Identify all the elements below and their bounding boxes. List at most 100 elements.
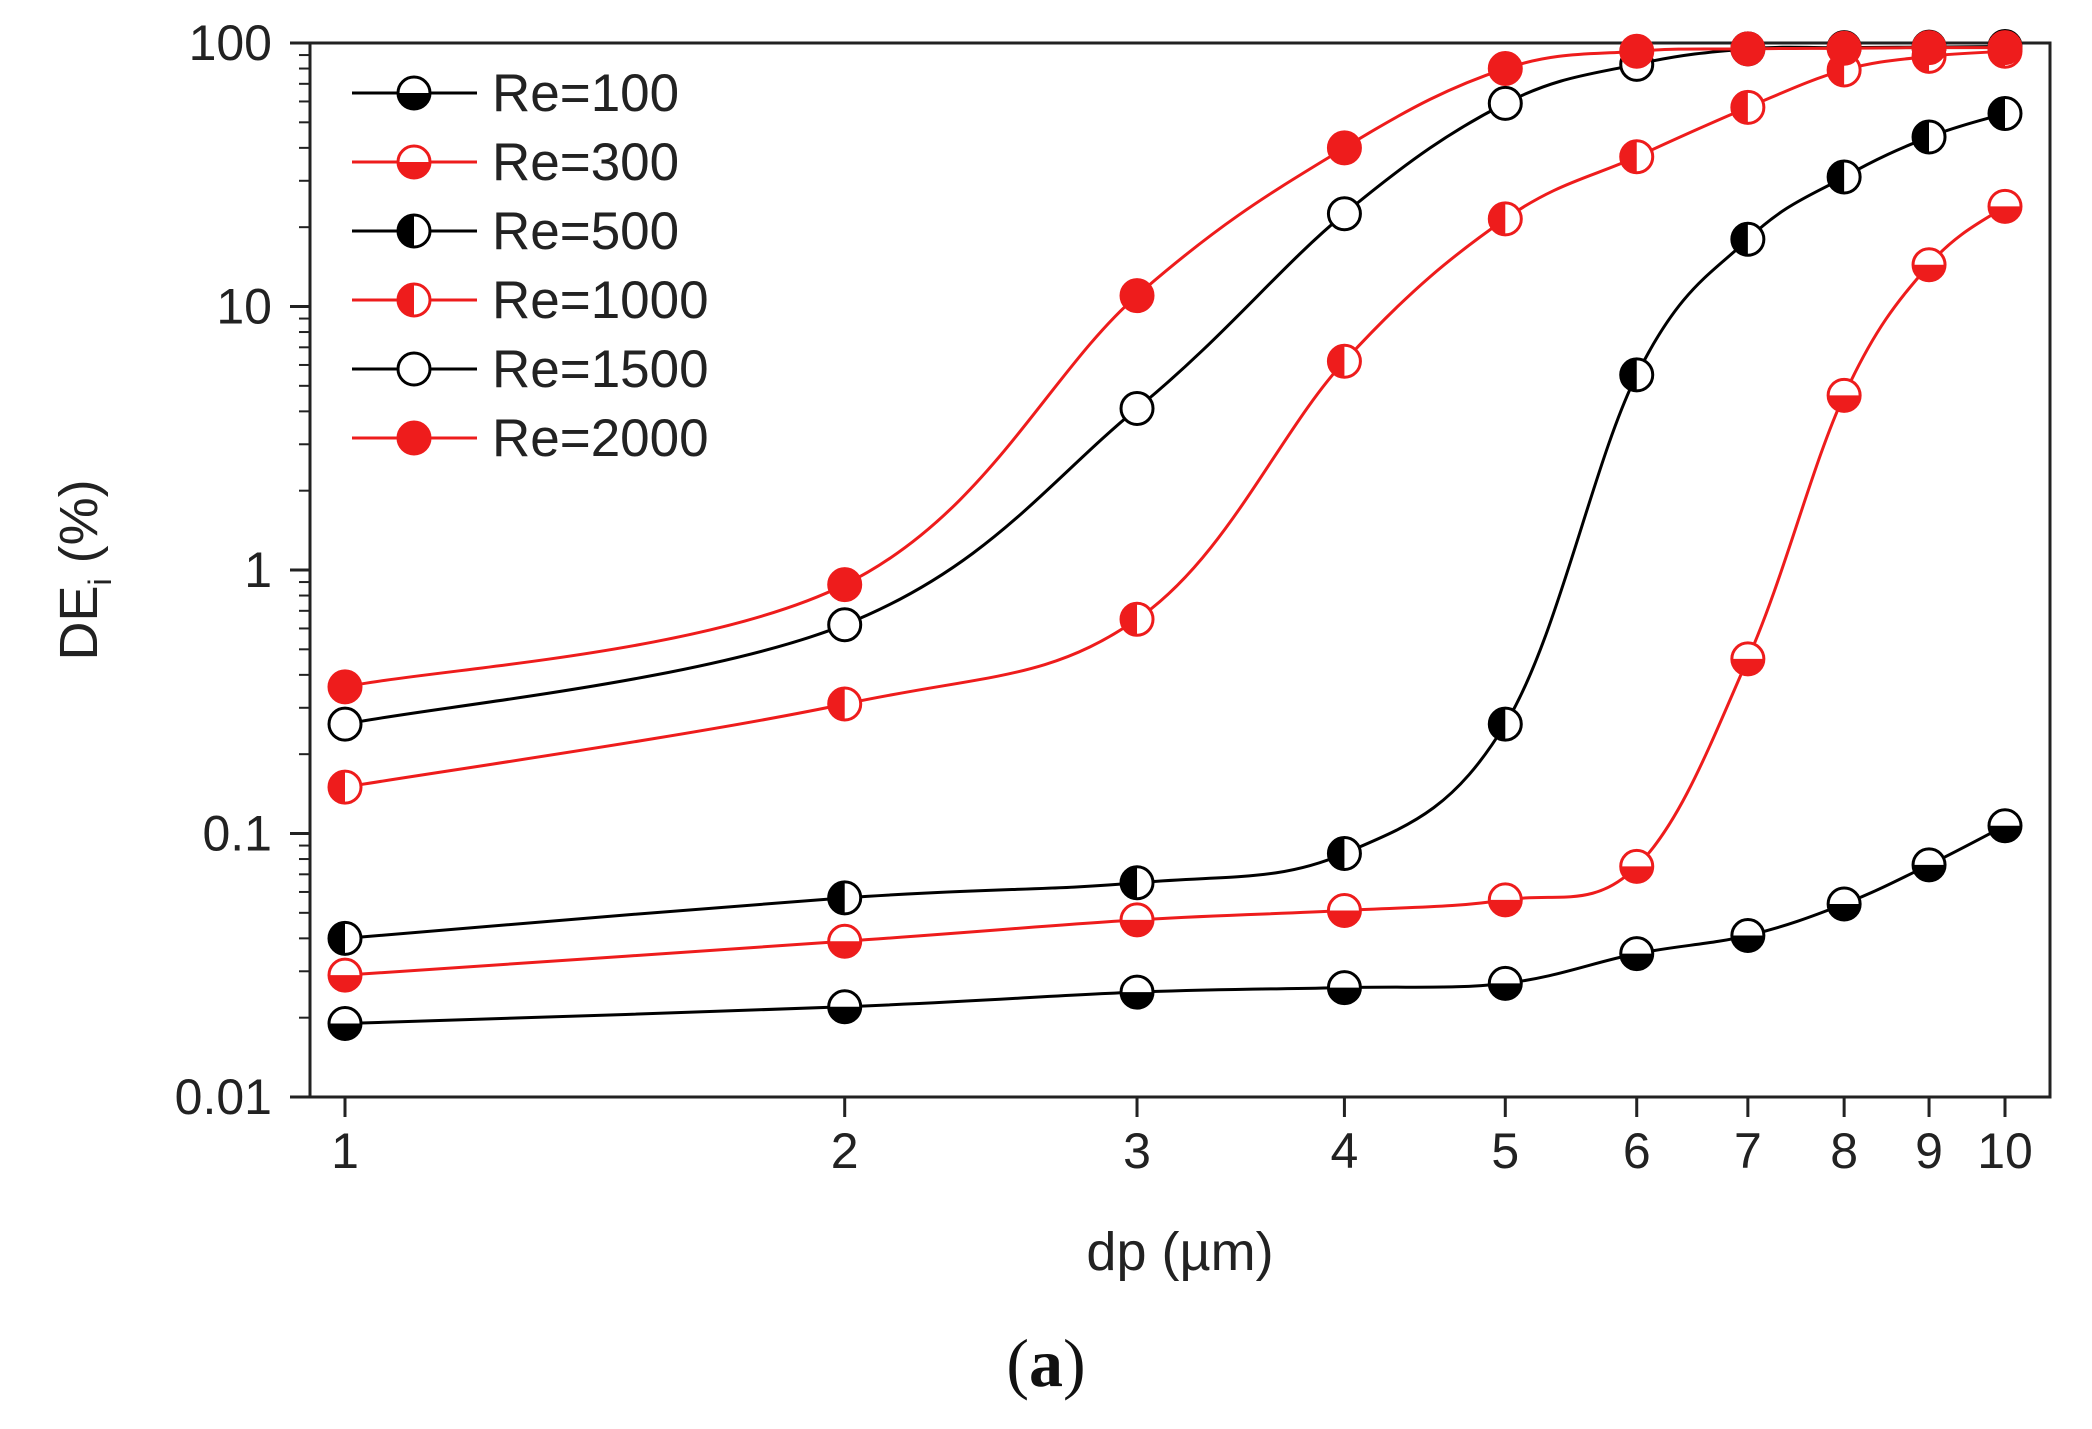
legend-label: Re=2000: [492, 409, 709, 468]
point-re-300-x8: [1826, 377, 1862, 413]
point-re-1000-x6: [1619, 139, 1655, 175]
series-re-2000: [327, 30, 2023, 705]
point-re-300-x5: [1487, 882, 1523, 918]
point-re-1000-x7: [1730, 89, 1766, 125]
point-re-2000-x7: [1730, 31, 1766, 67]
point-re-500-x1: [327, 920, 363, 956]
point-re-100-x1: [327, 1006, 363, 1042]
panel-label-open: (: [1006, 1325, 1029, 1401]
point-re-500-x5: [1487, 706, 1523, 742]
legend-label: Re=500: [492, 202, 679, 261]
x-tick-label-5: 5: [1491, 1123, 1519, 1179]
point-re-100-x7: [1730, 918, 1766, 954]
x-tick-labels: 1 2 3 4 5 6 7 8 9 10: [331, 1123, 2033, 1179]
series-re-100: [327, 808, 2023, 1042]
point-re-1000-x2: [827, 686, 863, 722]
x-tick-label-2: 2: [831, 1123, 859, 1179]
point-re-1000-x1: [327, 769, 363, 805]
x-axis-title: dp (µm): [1086, 1222, 1273, 1282]
point-re-2000-x5: [1487, 51, 1523, 87]
panel-label-letter: a: [1029, 1325, 1063, 1401]
point-re-100-x10: [1987, 808, 2023, 844]
point-re-2000-x4: [1326, 130, 1362, 166]
point-re-100-x6: [1619, 936, 1655, 972]
x-tick-label-7: 7: [1734, 1123, 1762, 1179]
point-re-500-x8: [1826, 159, 1862, 195]
point-re-100-x8: [1826, 886, 1862, 922]
point-re-1000-x3: [1119, 601, 1155, 637]
point-re-1500-x4: [1326, 196, 1362, 232]
y-tick-label-1: 1: [244, 542, 272, 598]
x-tick-label-1: 1: [331, 1123, 359, 1179]
legend-entry-re-100: Re=100: [352, 64, 679, 123]
legend-label: Re=1000: [492, 271, 709, 330]
legend-entry-re-1500: Re=1500: [352, 340, 709, 399]
point-re-1000-x4: [1326, 343, 1362, 379]
point-re-500-x10: [1987, 96, 2023, 132]
legend-entry-re-1000: Re=1000: [352, 271, 709, 330]
point-re-1500-x2: [827, 607, 863, 643]
x-tick-label-6: 6: [1623, 1123, 1651, 1179]
legend-entry-re-500: Re=500: [352, 202, 679, 261]
y-tick-label-10: 10: [216, 279, 272, 335]
y-tick-label-0.01: 0.01: [175, 1069, 272, 1125]
point-re-100-x2: [827, 989, 863, 1025]
axis-ticks: [290, 41, 2007, 1117]
point-re-300-x2: [827, 923, 863, 959]
legend-marker: [396, 420, 432, 456]
point-re-300-x3: [1119, 902, 1155, 938]
y-axis-title-subscript: i: [82, 578, 118, 585]
point-re-500-x4: [1326, 835, 1362, 871]
point-re-1500-x3: [1119, 391, 1155, 427]
point-re-300-x6: [1619, 848, 1655, 884]
series-layer: [327, 28, 2023, 1042]
point-re-2000-x1: [327, 669, 363, 705]
point-re-2000-x6: [1619, 33, 1655, 69]
point-re-2000-x8: [1826, 30, 1862, 66]
point-re-300-x1: [327, 957, 363, 993]
point-re-2000-x10: [1987, 30, 2023, 66]
point-re-300-x10: [1987, 188, 2023, 224]
point-re-500-x2: [827, 880, 863, 916]
point-re-100-x3: [1119, 974, 1155, 1010]
point-re-500-x6: [1619, 357, 1655, 393]
legend-entry-re-300: Re=300: [352, 133, 679, 192]
x-tick-label-4: 4: [1331, 1123, 1359, 1179]
point-re-2000-x2: [827, 567, 863, 603]
legend-marker: [396, 351, 432, 387]
point-re-300-x7: [1730, 641, 1766, 677]
legend-marker: [396, 213, 432, 249]
point-re-500-x3: [1119, 865, 1155, 901]
series-re-1000: [327, 33, 2023, 805]
legend-marker: [396, 75, 432, 111]
y-tick-label-100: 100: [189, 15, 272, 71]
x-tick-label-8: 8: [1830, 1123, 1858, 1179]
x-tick-label-10: 10: [1977, 1123, 2033, 1179]
y-tick-labels: 0.01 0.1 1 10 100: [175, 15, 272, 1125]
legend: Re=100 Re=300 Re=500 Re=1000 Re=1500 Re=2000: [352, 64, 709, 468]
y-axis-title: DEi (%): [49, 479, 118, 660]
point-re-300-x9: [1911, 247, 1947, 283]
x-tick-label-3: 3: [1123, 1123, 1151, 1179]
panel-label-close: ): [1063, 1325, 1086, 1401]
series-re-500: [327, 96, 2023, 956]
legend-label: Re=1500: [492, 340, 709, 399]
point-re-100-x9: [1911, 847, 1947, 883]
series-re-300: [327, 188, 2023, 993]
legend-label: Re=100: [492, 64, 679, 123]
x-tick-label-9: 9: [1915, 1123, 1943, 1179]
point-re-300-x4: [1326, 893, 1362, 929]
point-re-500-x7: [1730, 221, 1766, 257]
y-axis-title-unit: (%): [49, 479, 109, 578]
point-re-100-x4: [1326, 970, 1362, 1006]
legend-marker: [396, 282, 432, 318]
legend-marker: [396, 144, 432, 180]
point-re-1500-x5: [1487, 85, 1523, 121]
legend-entry-re-2000: Re=2000: [352, 409, 709, 468]
point-re-100-x5: [1487, 965, 1523, 1001]
panel-label: (a): [1006, 1325, 1085, 1401]
point-re-2000-x3: [1119, 278, 1155, 314]
y-tick-label-0.1: 0.1: [202, 806, 272, 862]
point-re-500-x9: [1911, 119, 1947, 155]
